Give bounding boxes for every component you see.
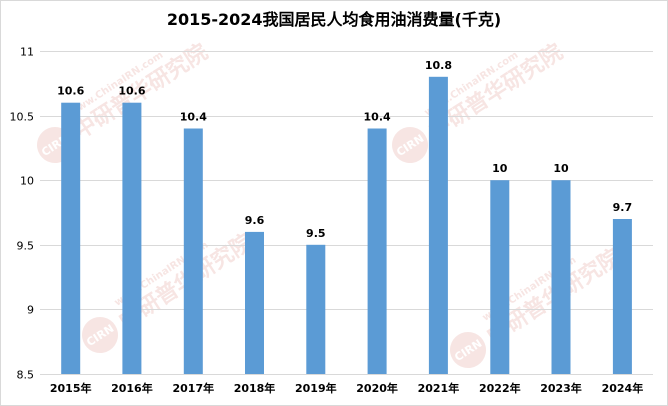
x-tick-label: 2022年	[479, 381, 521, 395]
bar	[61, 102, 81, 374]
bar	[490, 180, 510, 374]
data-label: 10.4	[180, 111, 207, 124]
y-tick-label: 8.5	[17, 369, 35, 382]
data-label: 10.4	[364, 111, 391, 124]
data-label: 10.6	[118, 85, 145, 98]
y-tick-label: 9	[27, 304, 34, 317]
x-tick-label: 2021年	[418, 381, 460, 395]
y-tick-label: 9.5	[17, 240, 35, 253]
data-label: 10	[553, 162, 569, 175]
x-tick-label: 2024年	[602, 381, 644, 395]
x-tick-label: 2018年	[234, 381, 276, 395]
y-tick-label: 10	[20, 175, 34, 188]
data-label: 9.7	[613, 201, 633, 214]
x-tick-label: 2023年	[540, 381, 582, 395]
watermark-logo-circle	[82, 317, 118, 353]
watermark-logo-circle	[450, 332, 486, 368]
watermark-logo-circle	[392, 127, 428, 163]
bar	[122, 102, 142, 374]
bar	[612, 219, 632, 374]
bar	[428, 76, 448, 375]
x-tick-label: 2019年	[295, 381, 337, 395]
x-tick-label: 2015年	[50, 381, 92, 395]
y-tick-label: 11	[20, 46, 34, 59]
x-tick-label: 2016年	[111, 381, 153, 395]
data-labels: 10.6 10.6 10.4 9.6 9.5 10.4 10.8 10 10 9.7	[57, 59, 632, 240]
x-tick-label: 2017年	[172, 381, 214, 395]
bar	[306, 244, 326, 374]
bars	[61, 76, 632, 375]
data-label: 10.8	[425, 59, 452, 72]
data-label: 10	[492, 162, 508, 175]
x-axis: 2015年 2016年 2017年 2018年 2019年 2020年 2021年 2022年…	[50, 381, 643, 395]
x-tick-label: 2020年	[356, 381, 398, 395]
data-label: 10.6	[57, 85, 84, 98]
bar	[183, 128, 203, 374]
y-tick-label: 10.5	[10, 111, 35, 124]
gridlines	[40, 51, 653, 375]
bar	[551, 180, 571, 374]
bar	[367, 128, 387, 374]
data-label: 9.5	[306, 227, 326, 240]
bar	[245, 231, 264, 374]
y-axis: 8.5 9 9.5 10 10.5 11	[10, 46, 35, 382]
data-label: 9.6	[245, 214, 265, 227]
chart-title: 2015-2024我国居民人均食用油消费量(千克)	[167, 10, 501, 29]
